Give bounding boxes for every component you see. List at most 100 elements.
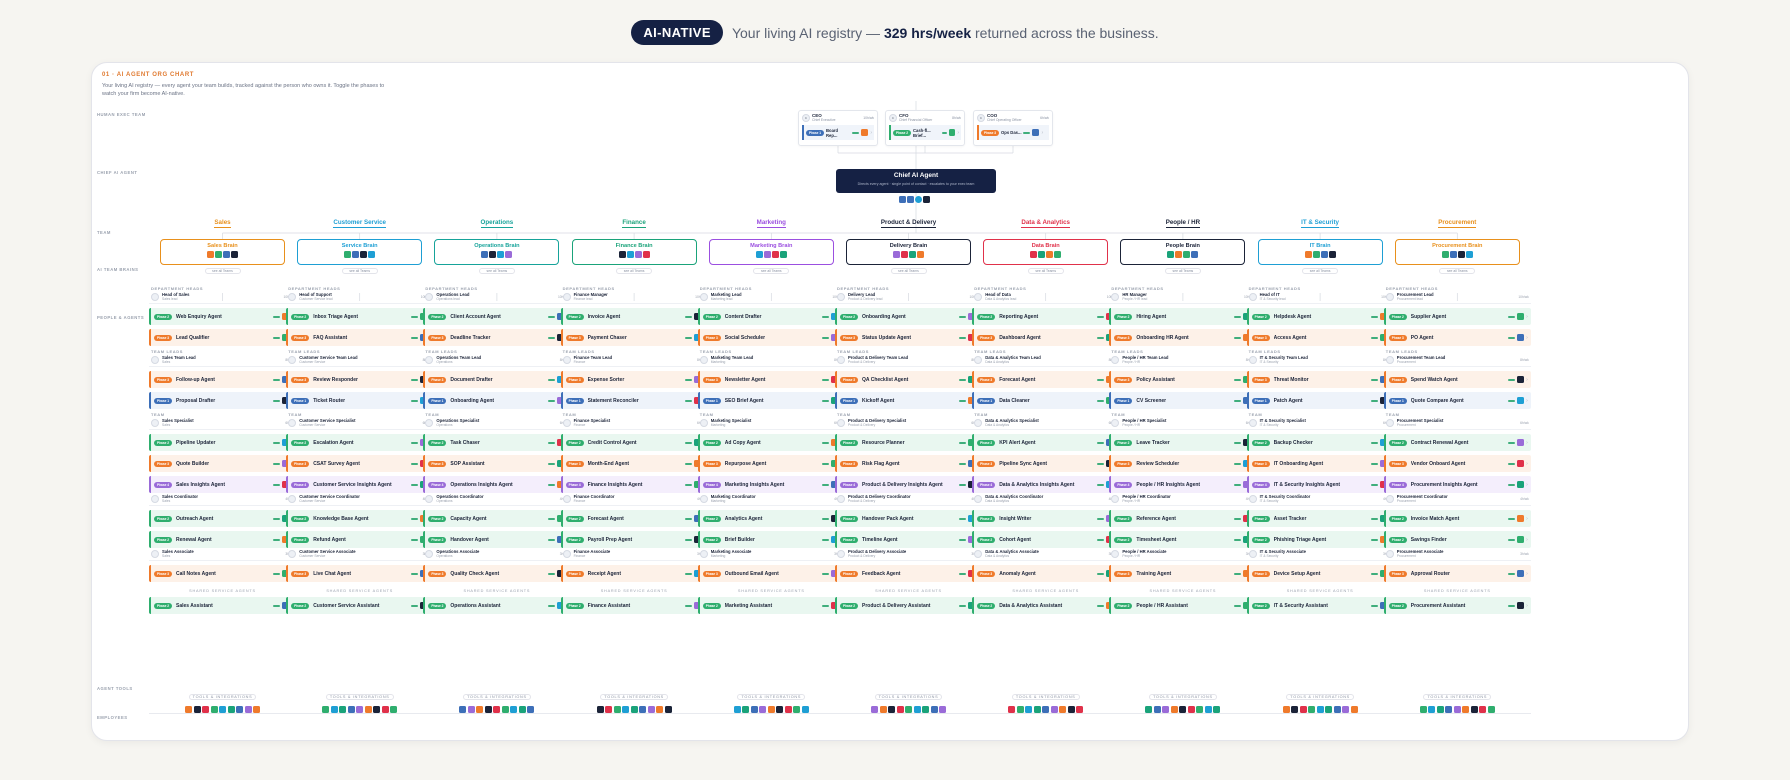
phase-badge[interactable]: Phase 2 [977, 602, 996, 609]
phase-badge[interactable]: Phase 2 [1114, 536, 1133, 543]
integration-icon[interactable] [1291, 706, 1299, 713]
agent-row[interactable]: Phase 2 Onboarding Agent › [835, 308, 982, 325]
chevron-right-icon[interactable]: › [870, 129, 872, 136]
chevron-right-icon[interactable]: › [1526, 515, 1528, 522]
agent-row[interactable]: Phase 2 Invoice Agent › [560, 308, 708, 325]
integration-icon[interactable] [1333, 706, 1341, 713]
agent-row[interactable]: Phase 2 Cohort Agent › [972, 531, 1120, 548]
integration-icon[interactable] [1325, 706, 1333, 713]
agent-row[interactable]: Phase 4 Marketing Insights Agent › [697, 476, 845, 493]
integration-icon[interactable] [339, 706, 347, 713]
phase-badge[interactable]: Phase 2 [840, 536, 858, 543]
agent-row[interactable]: Phase 3 Forecast Agent › [972, 371, 1120, 388]
agent-row[interactable]: Phase 3 Repurpose Agent › [697, 455, 845, 472]
see-all-teams-button[interactable]: see all Teams [478, 268, 515, 274]
department-name[interactable]: People / HR [1165, 219, 1201, 228]
agent-row[interactable]: Phase 2 Asset Tracker › [1246, 510, 1394, 527]
integration-icon[interactable] [1419, 706, 1427, 713]
agent-row[interactable]: Phase 2 Inbox Triage Agent › [286, 308, 434, 325]
integration-icon[interactable] [1016, 706, 1024, 713]
person-row[interactable]: Finance AssociateFinance3h/wk [560, 548, 708, 561]
agent-row[interactable]: Phase 2 Handover Pack Agent › [835, 510, 982, 527]
agent-row[interactable]: Phase 3 Quote Builder › [149, 455, 296, 472]
phase-badge[interactable]: Phase 3 [977, 460, 996, 467]
phase-badge[interactable]: Phase 1 [291, 397, 310, 404]
agent-row[interactable]: Phase 4 Customer Service Insights Agent … [286, 476, 434, 493]
integration-icon[interactable] [518, 706, 526, 713]
department-name[interactable]: Data & Analytics [1021, 219, 1070, 228]
phase-badge[interactable]: Phase 3 [1251, 334, 1270, 341]
phase-badge[interactable]: Phase 2 [1114, 439, 1133, 446]
integration-icon[interactable] [1453, 706, 1461, 713]
agent-row[interactable]: Phase 2 Refund Agent › [286, 531, 434, 548]
phase-badge[interactable]: Phase 2 [1114, 515, 1133, 522]
phase-badge[interactable]: Phase 4 [565, 481, 584, 488]
phase-badge[interactable]: Phase 4 [154, 481, 172, 488]
integration-icon[interactable] [1076, 706, 1084, 713]
agent-row[interactable]: Phase 3 Onboarding HR Agent › [1109, 329, 1257, 346]
agent-row[interactable]: Phase 3 Document Drafter › [423, 371, 571, 388]
phase-badge[interactable]: Phase 2 [291, 602, 310, 609]
integration-icon[interactable] [1162, 706, 1170, 713]
integration-icon[interactable] [664, 706, 672, 713]
agent-row[interactable]: Phase 3 Approval Router › [1383, 565, 1531, 582]
chevron-right-icon[interactable]: › [1526, 334, 1528, 341]
phase-badge[interactable]: Phase 3 [428, 334, 447, 341]
person-row[interactable]: Procurement Coordinator Procurement 4h/wk [1383, 493, 1531, 506]
agent-row[interactable]: Phase 3 Feedback Agent › [835, 565, 982, 582]
phase-badge[interactable]: Phase 2 [291, 439, 310, 446]
integration-icon[interactable] [1436, 706, 1444, 713]
integration-icon[interactable] [1308, 706, 1316, 713]
agent-row[interactable]: Phase 3 Pipeline Sync Agent › [972, 455, 1120, 472]
integration-icon[interactable] [639, 706, 647, 713]
integration-icon[interactable] [896, 706, 904, 713]
chevron-right-icon[interactable]: › [1526, 397, 1528, 404]
agent-row[interactable]: Phase 2 Reporting Agent › [972, 308, 1120, 325]
integration-icon[interactable] [527, 706, 535, 713]
agent-row[interactable]: Phase 2 People / HR Assistant › [1109, 597, 1257, 614]
agent-row[interactable]: Phase 1 Proposal Drafter › [149, 392, 296, 409]
department-name[interactable]: Operations [480, 219, 514, 228]
integration-icon[interactable] [373, 706, 381, 713]
chevron-right-icon[interactable]: › [1526, 439, 1528, 446]
chief-ai-agent[interactable]: Chief AI Agent Directs every agent · sin… [836, 169, 996, 193]
integration-icon[interactable] [733, 706, 741, 713]
person-row[interactable]: Operations SpecialistOperations6h/wk [423, 417, 571, 430]
agent-row[interactable]: Phase 3 Payment Chaser › [560, 329, 708, 346]
agent-row[interactable]: Phase 3 PO Agent › [1383, 329, 1531, 346]
agent-row[interactable]: Phase 3 Follow-up Agent › [149, 371, 296, 388]
agent-row[interactable]: Phase 3 Status Update Agent › [835, 329, 982, 346]
phase-badge[interactable]: Phase 2 [977, 515, 996, 522]
department-name[interactable]: Sales [214, 219, 231, 228]
see-all-teams-button[interactable]: see all Teams [341, 268, 378, 274]
phase-badge[interactable]: Phase 3 [428, 460, 447, 467]
phase-badge[interactable]: Phase 3 [291, 376, 310, 383]
integration-icon[interactable] [879, 706, 887, 713]
chevron-right-icon[interactable]: › [1526, 602, 1528, 609]
integration-icon[interactable] [193, 706, 201, 713]
phase-badge[interactable]: Phase 4 [1388, 481, 1407, 488]
integration-icon[interactable] [364, 706, 372, 713]
phase-badge[interactable]: Phase 2 [1388, 515, 1407, 522]
person-row[interactable]: Procurement Team Lead Procurement 8h/wk [1383, 354, 1531, 367]
agent-row[interactable]: Phase 1 SEO Brief Agent › [697, 392, 845, 409]
see-all-teams-button[interactable]: see all Teams [1302, 268, 1339, 274]
person-row[interactable]: Operations CoordinatorOperations4h/wk [423, 493, 571, 506]
integration-icon[interactable] [1470, 706, 1478, 713]
agent-row[interactable]: Phase 2 Resource Planner › [835, 434, 982, 451]
agent-row[interactable]: Phase 2 KPI Alert Agent › [972, 434, 1120, 451]
person-row[interactable]: Marketing SpecialistMarketing6h/wk [697, 417, 845, 430]
phase-badge[interactable]: Phase 1 [806, 129, 824, 136]
chevron-right-icon[interactable]: › [957, 129, 959, 136]
integration-icon[interactable] [1462, 706, 1470, 713]
phase-badge[interactable]: Phase 2 [977, 536, 996, 543]
integration-icon[interactable] [776, 706, 784, 713]
agent-row[interactable]: Phase 2 Web Enquiry Agent › [149, 308, 296, 325]
